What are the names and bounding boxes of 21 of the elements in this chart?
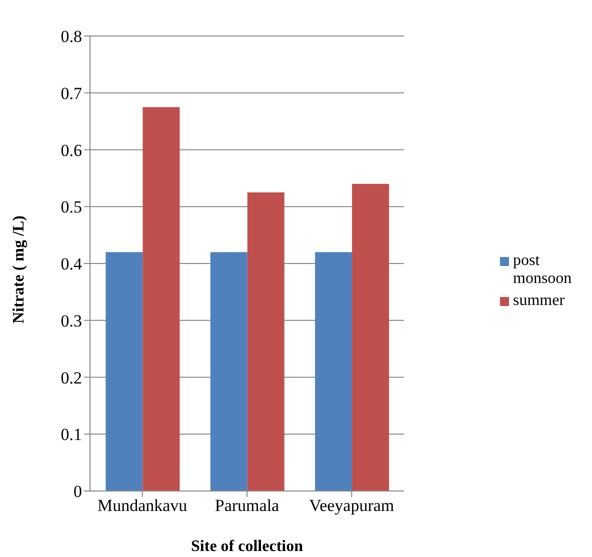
y-tick-label: 0.3 bbox=[60, 311, 82, 330]
y-tick-label: 0.5 bbox=[60, 198, 82, 217]
y-tick-label: 0.7 bbox=[60, 84, 82, 103]
y-tick-label: 0.1 bbox=[60, 425, 82, 444]
bar bbox=[247, 192, 284, 491]
bar bbox=[352, 184, 390, 491]
x-tick-label: Parumala bbox=[214, 496, 280, 516]
x-tick-label: Veeyapuram bbox=[309, 496, 394, 516]
bar bbox=[142, 107, 180, 491]
bar bbox=[106, 252, 143, 491]
y-tick-label: 0.2 bbox=[60, 368, 82, 388]
bar bbox=[210, 252, 248, 491]
y-tick-label: 0.4 bbox=[60, 254, 82, 274]
x-tick-label: Mundankavu bbox=[97, 496, 188, 516]
y-tick-label: 0.8 bbox=[60, 27, 82, 46]
bar bbox=[315, 252, 352, 491]
y-axis-title: Nitrate ( mg /L) bbox=[10, 216, 28, 324]
x-axis-title: Site of collection bbox=[191, 538, 304, 555]
y-tick-label: 0.6 bbox=[60, 140, 82, 160]
legend-label: summer bbox=[513, 292, 565, 310]
y-tick-label: 0 bbox=[74, 482, 82, 502]
